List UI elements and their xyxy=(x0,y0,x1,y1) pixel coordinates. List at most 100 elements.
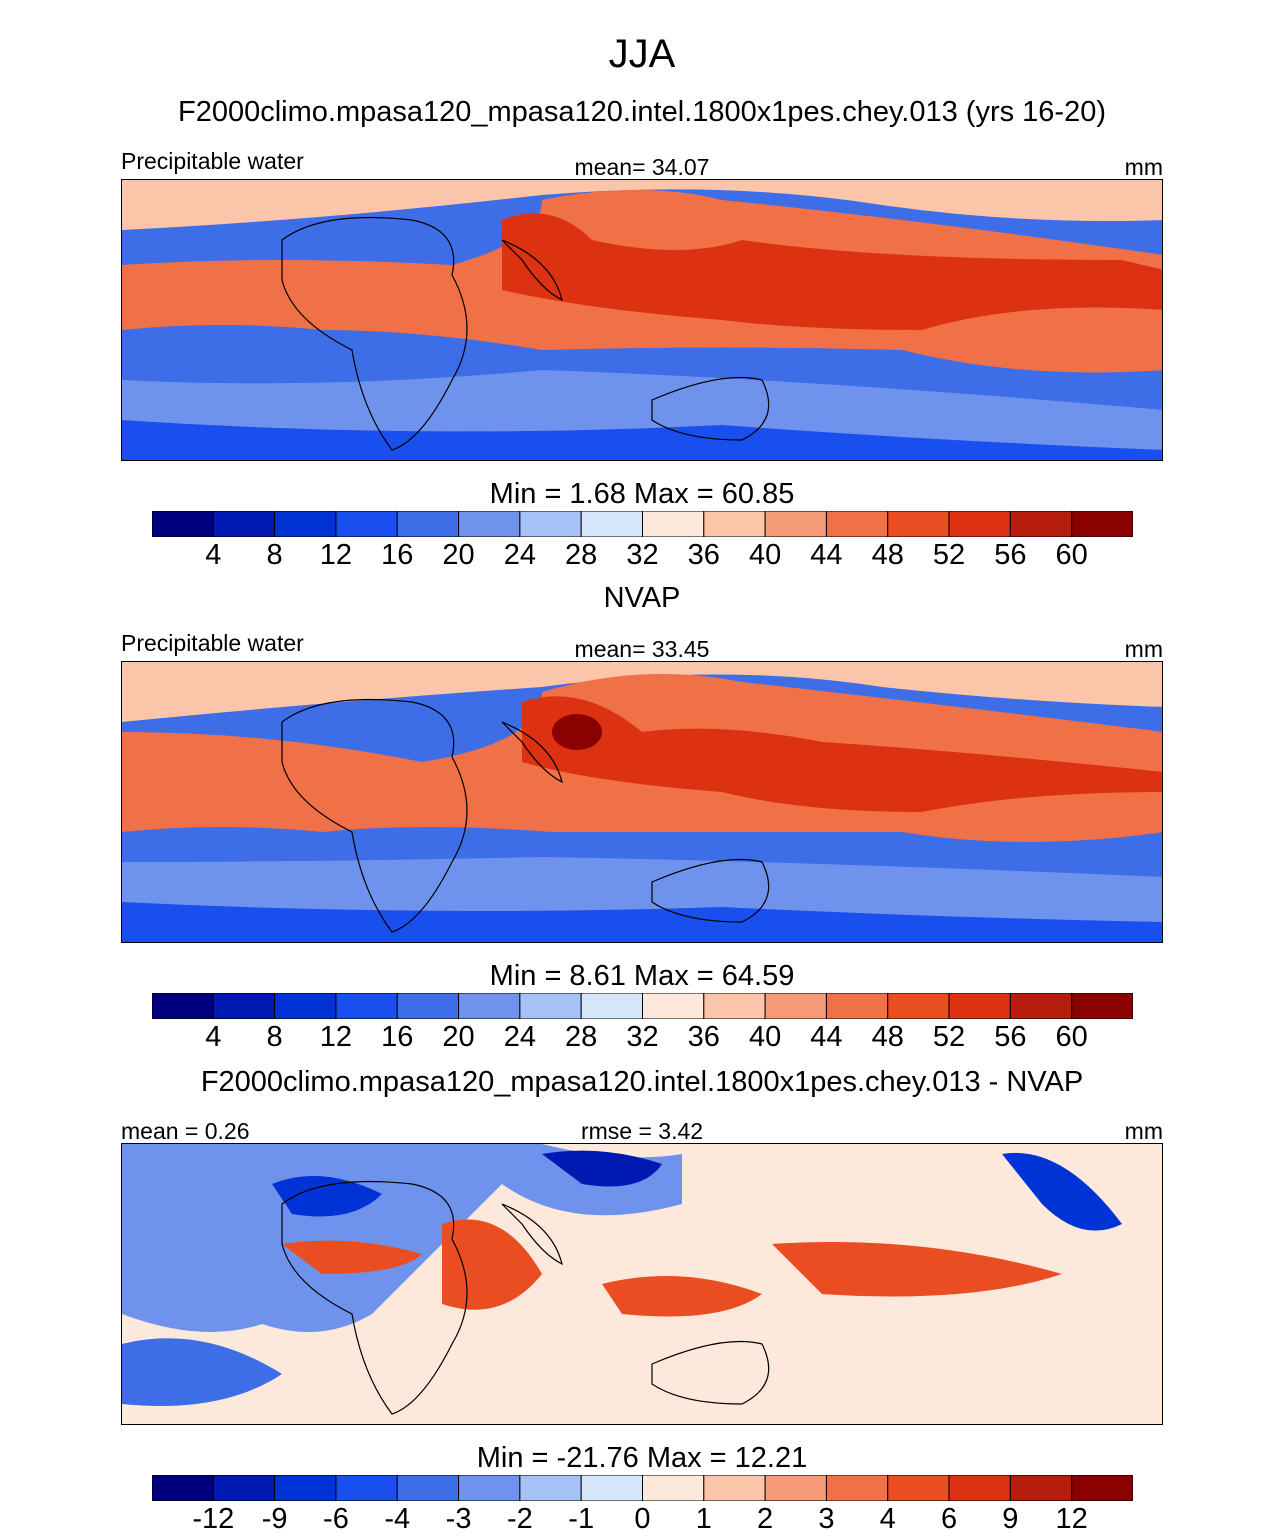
panel3-rmse: rmse = 3.42 xyxy=(580,1118,704,1144)
panel2-variable-label: Precipitable water xyxy=(121,630,304,656)
negative-region-west xyxy=(122,1144,682,1332)
colorbar-swatch xyxy=(212,993,276,1019)
colorbar-swatch xyxy=(825,993,889,1019)
coastline-africa xyxy=(281,1180,468,1415)
colorbar-swatch xyxy=(519,1475,582,1501)
colorbar-swatch xyxy=(519,993,582,1019)
colorbar-swatch xyxy=(887,1475,950,1501)
colorbar-tick-label: 2 xyxy=(757,1503,774,1535)
panel3-map-svg xyxy=(122,1144,1162,1424)
colorbar-swatch xyxy=(764,511,827,537)
colorbar-swatch xyxy=(1009,993,1073,1019)
panel3-colorbar-svg xyxy=(152,1475,1133,1501)
colorbar-swatch xyxy=(764,993,827,1019)
band-north-warm xyxy=(122,180,1162,230)
coastline-australia xyxy=(651,1340,770,1405)
panel2-mean: mean= 33.45 xyxy=(574,636,710,662)
panel1-mean: mean= 34.07 xyxy=(574,154,710,180)
colorbar-tick-label: 60 xyxy=(1055,539,1088,571)
colorbar-swatch xyxy=(703,1475,766,1501)
colorbar-tick-label: 8 xyxy=(266,539,283,571)
panel1-variable-label: Precipitable water xyxy=(121,148,304,174)
positive-region-maritime xyxy=(602,1276,762,1317)
panel2-colorbar-svg xyxy=(152,993,1133,1019)
colorbar-tick-label: 0 xyxy=(634,1503,651,1535)
colorbar-tick-label: -3 xyxy=(445,1503,472,1535)
colorbar-tick-label: -12 xyxy=(192,1503,235,1535)
panel1-model-map xyxy=(121,179,1163,461)
coastline-india xyxy=(501,1203,563,1266)
colorbar-swatch xyxy=(458,993,521,1019)
coastline-australia xyxy=(651,858,770,923)
colorbar-tick-label: 4 xyxy=(879,1503,896,1535)
colorbar-swatch xyxy=(458,511,521,537)
colorbar-tick-label: 6 xyxy=(940,1503,958,1535)
colorbar-tick-label: 32 xyxy=(626,539,659,571)
colorbar-tick-label: 52 xyxy=(932,539,966,571)
colorbar-swatch xyxy=(396,993,460,1019)
colorbar-swatch xyxy=(335,1475,398,1501)
colorbar-swatch xyxy=(887,993,950,1019)
colorbar-tick-label: 24 xyxy=(503,539,537,571)
panel2-obs-map xyxy=(121,661,1163,943)
colorbar-swatch xyxy=(396,1475,460,1501)
colorbar-tick-label: 16 xyxy=(381,539,414,571)
colorbar-swatch xyxy=(458,1475,521,1501)
coastline-india xyxy=(501,239,563,302)
panel2-units: mm xyxy=(1124,636,1163,662)
colorbar-tick-label: 16 xyxy=(381,1021,414,1053)
colorbar-swatch xyxy=(642,511,705,537)
colorbar-tick-label: 24 xyxy=(503,1021,537,1053)
colorbar-swatch xyxy=(580,1475,643,1501)
negative-region-east-pacific xyxy=(1002,1152,1122,1231)
colorbar-tick-label: 56 xyxy=(994,539,1027,571)
panel1-colorbar-svg xyxy=(152,511,1133,537)
colorbar-tick-label: 20 xyxy=(442,1021,475,1053)
positive-region-sahel xyxy=(282,1240,422,1274)
colorbar-tick-label: 36 xyxy=(687,539,720,571)
band-south-cold xyxy=(122,902,1162,942)
panel3-units: mm xyxy=(1124,1118,1163,1144)
colorbar-tick-label: -4 xyxy=(384,1503,411,1535)
colorbar-tick-label: 28 xyxy=(565,539,598,571)
panel1-units: mm xyxy=(1124,154,1163,180)
colorbar-swatch xyxy=(1009,1475,1073,1501)
coastline-india xyxy=(501,721,563,784)
colorbar-tick-label: 20 xyxy=(442,539,475,571)
colorbar-tick-label: 4 xyxy=(205,1021,222,1053)
colorbar-tick-label: 28 xyxy=(565,1021,598,1053)
negative-core-tibet xyxy=(542,1150,662,1187)
colorbar-swatch xyxy=(764,1475,827,1501)
panel2-minmax: Min = 8.61 Max = 64.59 xyxy=(489,960,795,992)
coastline-africa xyxy=(281,698,468,933)
colorbar-tick-label: 12 xyxy=(319,1021,353,1053)
panel3-difference-map xyxy=(121,1143,1163,1425)
colorbar-tick-label: 52 xyxy=(932,1021,966,1053)
band-north-warm xyxy=(122,662,1162,722)
panel2-title: NVAP xyxy=(603,582,681,614)
colorbar-tick-label: 8 xyxy=(266,1021,283,1053)
colorbar-tick-label: 40 xyxy=(748,539,782,571)
colorbar-swatch xyxy=(212,511,276,537)
colorbar-swatch xyxy=(1071,1475,1133,1501)
colorbar-swatch xyxy=(335,993,398,1019)
panel3-colorbar xyxy=(152,1475,1133,1501)
panel1-map-svg xyxy=(122,180,1162,460)
figure-subtitle: F2000climo.mpasa120_mpasa120.intel.1800x… xyxy=(177,96,1107,128)
negative-region-south-america xyxy=(122,1338,282,1406)
colorbar-swatch xyxy=(1009,511,1073,537)
colorbar-swatch xyxy=(703,511,766,537)
colorbar-swatch xyxy=(152,1475,214,1501)
colorbar-tick-label: 1 xyxy=(695,1503,712,1535)
band-monsoon-max xyxy=(522,696,1162,812)
colorbar-tick-label: 9 xyxy=(1002,1503,1019,1535)
colorbar-tick-label: 12 xyxy=(1055,1503,1088,1535)
colorbar-swatch xyxy=(642,993,705,1019)
max-center-bay-of-bengal xyxy=(552,714,602,750)
colorbar-swatch xyxy=(948,1475,1011,1501)
panel3-title: F2000climo.mpasa120_mpasa120.intel.1800x… xyxy=(200,1066,1084,1098)
coastline-australia xyxy=(651,376,770,441)
panel2-map-svg xyxy=(122,662,1162,942)
colorbar-tick-label: 12 xyxy=(319,539,353,571)
colorbar-swatch xyxy=(519,511,582,537)
